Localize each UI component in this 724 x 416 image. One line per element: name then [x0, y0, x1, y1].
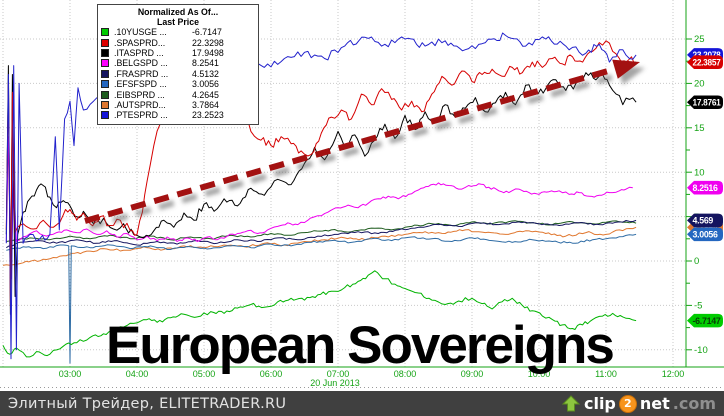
logo-text-net: net: [639, 394, 670, 413]
price-tag-value: -6.7147: [693, 316, 721, 326]
series-line-efsf-spread: [6, 233, 637, 364]
logo-text-com: .com: [672, 394, 716, 413]
legend-ticker: .ITASPRD ...: [114, 47, 164, 58]
x-tick-label: 10:00: [528, 369, 551, 379]
y-tick-label: 20: [694, 79, 705, 90]
legend-row: .EFSFSPD ... 3.0056: [101, 79, 255, 89]
y-tick-label: 25: [694, 34, 705, 45]
upload-arrow-icon: [561, 394, 581, 411]
y-tick-label: -5: [694, 301, 702, 312]
series-group: [2, 32, 637, 364]
legend-color-swatch: [101, 48, 109, 57]
price-tag-17.8761: 17.8761: [687, 95, 723, 110]
x-tick-label: 09:00: [461, 369, 484, 379]
series-line-us-10y: [2, 270, 637, 358]
trend-arrow: [84, 59, 640, 224]
logo-text-clip: clip: [583, 394, 616, 413]
legend-color-swatch: [101, 111, 109, 120]
legend-color-swatch: [101, 59, 109, 68]
series-line-france-spread: [6, 219, 637, 249]
legend-last-price: 8.2541: [192, 58, 219, 69]
legend-color-swatch: [101, 69, 109, 78]
legend-ticker: .PTESPRD ...: [114, 110, 168, 121]
x-tick-label: 07:00: [327, 369, 350, 379]
legend-row: .10YUSGE ... -6.7147: [101, 27, 255, 37]
price-tag-8.2516: 8.2516: [687, 180, 723, 195]
y-tick-label: -10: [694, 345, 708, 356]
legend-row: .SPASPRD... 22.3298: [101, 37, 255, 48]
price-tags: 23.207822.385717.87618.25163.78644.5693.…: [687, 48, 723, 328]
legend-last-price: 17.9498: [192, 47, 224, 58]
series-line-austria-spread: [2, 226, 637, 266]
legend-header-line1: Normalized As Of...: [137, 7, 219, 17]
chart-annotation-title: European Sovereigns: [106, 316, 615, 375]
price-tag-value: 3.0056: [693, 230, 719, 240]
legend-ticker: .EIBSPRD ...: [114, 89, 165, 100]
price-tag-value: 4.569: [693, 216, 714, 226]
x-tick-label: 12:00: [662, 369, 685, 379]
legend-header-line2: Last Price: [156, 17, 200, 27]
legend-last-price: 3.7864: [192, 99, 219, 110]
legend-row: .FRASPRD ... 4.5132: [101, 69, 255, 79]
logo-badge-2: 2: [618, 394, 637, 413]
x-tick-label: 04:00: [126, 369, 149, 379]
price-tag-value: 17.8761: [693, 98, 721, 108]
legend-ticker: .FRASPRD ...: [114, 68, 169, 79]
x-tick-label: 03:00: [59, 369, 82, 379]
legend-ticker: .EFSFSPD ...: [114, 79, 167, 90]
legend-color-swatch: [101, 90, 109, 99]
y-tick-label: 0: [694, 256, 699, 267]
price-tag-22.3857: 22.3857: [687, 55, 723, 70]
legend-row: .ITASPRD ... 17.9498: [101, 48, 255, 58]
legend-row: .EIBSPRD ... 4.2645: [101, 89, 255, 100]
series-line-belgium-spread: [5, 136, 633, 280]
price-tag-value: 23.2078: [693, 50, 721, 60]
x-tick-label: 11:00: [595, 369, 617, 379]
x-tick-label: 05:00: [193, 369, 216, 379]
chart-canvas: 2520151050-5-1003:0004:0005:0006:0007:00…: [0, 0, 724, 388]
legend-color-swatch: [101, 28, 109, 37]
legend-row: .AUTSPRD... 3.7864: [101, 100, 255, 110]
series-line-portugal-spread: [5, 32, 637, 360]
legend-ticker: .10YUSGE ...: [114, 27, 167, 38]
x-tick-label: 06:00: [260, 369, 283, 379]
legend-last-price: 4.2645: [192, 89, 219, 100]
legend-ticker: .SPASPRD...: [114, 37, 166, 48]
axes: 2520151050-5-1003:0004:0005:0006:0007:00…: [0, 0, 724, 388]
legend-last-price: 3.0056: [192, 79, 219, 90]
legend-ticker: .AUTSPRD...: [114, 99, 166, 110]
price-tag-3.0056: 3.0056: [687, 227, 723, 242]
watermark-bar: Элитный Трейдер, ELITETRADER.RU clip 2 n…: [0, 391, 724, 416]
legend-row: .BELGSPD ... 8.2541: [101, 58, 255, 68]
x-axis-date-label: 20 Jun 2013: [310, 378, 360, 388]
y-tick-label: 15: [694, 123, 705, 134]
price-tag--6.7147: -6.7147: [687, 313, 723, 328]
price-tag-value: 22.3857: [693, 58, 721, 68]
legend-color-swatch: [101, 100, 109, 109]
legend-last-price: -6.7147: [192, 27, 222, 38]
legend-last-price: 4.5132: [192, 68, 219, 79]
legend-color-swatch: [101, 38, 109, 47]
series-line-spain-spread: [5, 40, 637, 306]
legend-row: .PTESPRD ... 23.2523: [101, 110, 255, 120]
sovereign-spreads-chart: 2520151050-5-1003:0004:0005:0006:0007:00…: [0, 0, 724, 388]
clip2net-logo[interactable]: clip 2 net .com: [561, 394, 724, 413]
legend-ticker: .BELGSPD ...: [114, 58, 168, 69]
legend-color-swatch: [101, 80, 109, 89]
x-tick-label: 08:00: [394, 369, 417, 379]
watermark-text: Элитный Трейдер, ELITETRADER.RU: [8, 395, 287, 412]
legend-last-price: 22.3298: [192, 37, 224, 48]
y-tick-label: 10: [694, 167, 705, 178]
legend-last-price: 23.2523: [192, 110, 224, 121]
chart-legend: Normalized As Of... Last Price .10YUSGE …: [97, 4, 259, 125]
price-tag-4.569: 4.569: [687, 213, 723, 228]
price-tag-value: 8.2516: [693, 183, 719, 193]
